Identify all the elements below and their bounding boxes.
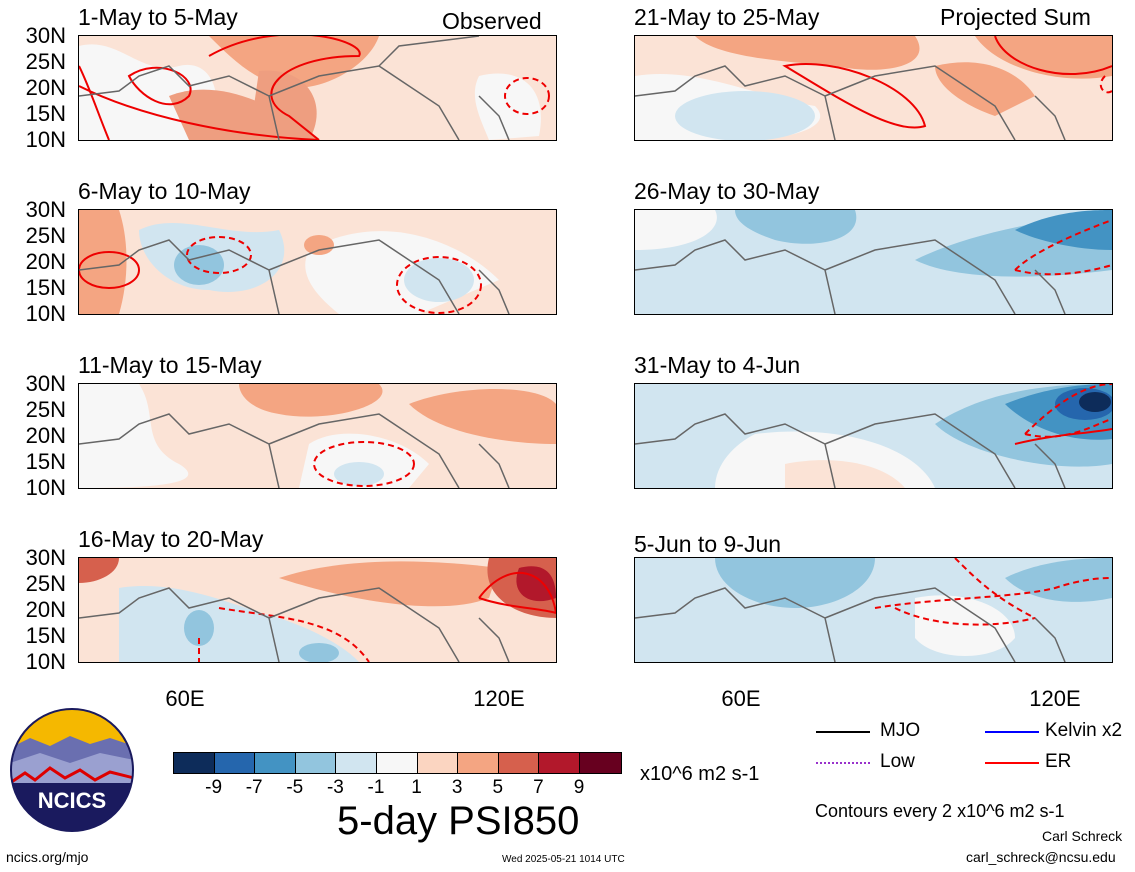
lat-label: 25N <box>25 397 66 422</box>
colorbar-tick-label: -5 <box>286 777 304 798</box>
panel-title-6: 26-May to 30-May <box>634 178 820 204</box>
panel-title-5: 21-May to 25-May <box>634 4 820 30</box>
map-panel-6 <box>634 209 1113 315</box>
projected-sum-label: Projected Sum <box>940 4 1091 30</box>
lon-label-60e-right: 60E <box>721 686 761 711</box>
colorbar-tick-label: 3 <box>451 777 463 798</box>
colorbar-tick-label: -3 <box>326 777 344 798</box>
map-panel-3 <box>78 383 557 489</box>
colorbar-tick-label: -9 <box>205 777 223 798</box>
lat-label: 25N <box>25 571 66 596</box>
er-legend-label: ER <box>1045 751 1072 772</box>
observed-label: Observed <box>442 8 542 34</box>
colorbar-swatch <box>579 753 621 773</box>
lon-label-120e-right: 120E <box>1029 686 1081 711</box>
lon-label-120e-left: 120E <box>473 686 525 711</box>
map-panel-7 <box>634 383 1113 489</box>
lat-label: 30N <box>25 23 66 48</box>
colorbar-swatch <box>376 753 418 773</box>
author-name: Carl Schreck <box>1042 828 1123 844</box>
low-legend-label: Low <box>880 751 915 772</box>
kelvin-legend-label: Kelvin x2 <box>1045 720 1123 741</box>
lat-label: 20N <box>25 75 66 100</box>
lat-label: 30N <box>25 545 66 570</box>
colorbar-swatch <box>336 753 377 773</box>
map-panel-2 <box>78 209 557 315</box>
er-legend-line <box>985 762 1039 764</box>
lat-label: 25N <box>25 49 66 74</box>
lat-label: 25N <box>25 223 66 248</box>
colorbar-swatch <box>295 753 337 773</box>
kelvin-legend-line <box>985 731 1039 733</box>
colorbar-swatch <box>255 753 296 773</box>
panel-title-1: 1-May to 5-May <box>78 4 238 30</box>
panel-title-7: 31-May to 4-Jun <box>634 352 801 378</box>
contours-note: Contours every 2 x10^6 m2 s-1 <box>815 801 1065 821</box>
lat-label: 10N <box>25 127 66 152</box>
colorbar-swatch <box>458 753 499 773</box>
colorbar-swatch <box>539 753 580 773</box>
lat-label: 15N <box>25 623 66 648</box>
colorbar-tick-label: 1 <box>411 777 422 798</box>
colorbar-tick-label: 7 <box>533 777 544 798</box>
colorbar <box>173 752 622 774</box>
author-email: carl_schreck@ncsu.edu <box>966 849 1116 865</box>
mjo-legend-line <box>816 731 870 733</box>
panel-title-4: 16-May to 20-May <box>78 526 264 552</box>
lat-label: 30N <box>25 197 66 222</box>
colorbar-tick-label: -7 <box>245 777 263 798</box>
panel-title-2: 6-May to 10-May <box>78 178 251 204</box>
low-legend-line <box>816 762 870 764</box>
lat-label: 20N <box>25 423 66 448</box>
colorbar-swatch <box>498 753 540 773</box>
logo-text: NCICS <box>37 788 107 813</box>
lat-label: 20N <box>25 597 66 622</box>
lat-label: 15N <box>25 449 66 474</box>
lon-label-60e-left: 60E <box>165 686 205 711</box>
lat-label: 15N <box>25 275 66 300</box>
lat-label: 10N <box>25 301 66 326</box>
ncics-logo: NCICS <box>10 708 134 832</box>
colorbar-swatch <box>417 753 459 773</box>
lat-label: 10N <box>25 649 66 674</box>
map-panel-1 <box>78 35 557 141</box>
panel-title-8: 5-Jun to 9-Jun <box>634 531 782 557</box>
map-panel-4 <box>78 557 557 663</box>
colorbar-tick-label: 5 <box>492 777 504 798</box>
colorbar-units: x10^6 m2 s-1 <box>640 763 760 785</box>
colorbar-tick-label: -1 <box>367 777 385 798</box>
colorbar-tick-label: 9 <box>573 777 585 798</box>
colorbar-swatch <box>174 753 215 773</box>
panel-title-3: 11-May to 15-May <box>78 352 262 378</box>
main-title: 5-day PSI850 <box>337 799 580 843</box>
map-panel-8 <box>634 557 1113 663</box>
site-url: ncics.org/mjo <box>6 849 89 865</box>
map-panel-5 <box>634 35 1113 141</box>
lat-label: 20N <box>25 249 66 274</box>
mjo-legend-label: MJO <box>880 720 921 741</box>
lat-label: 15N <box>25 101 66 126</box>
lat-label: 30N <box>25 371 66 396</box>
lat-label: 10N <box>25 475 66 500</box>
colorbar-swatch <box>214 753 256 773</box>
timestamp: Wed 2025-05-21 1014 UTC <box>502 854 625 865</box>
